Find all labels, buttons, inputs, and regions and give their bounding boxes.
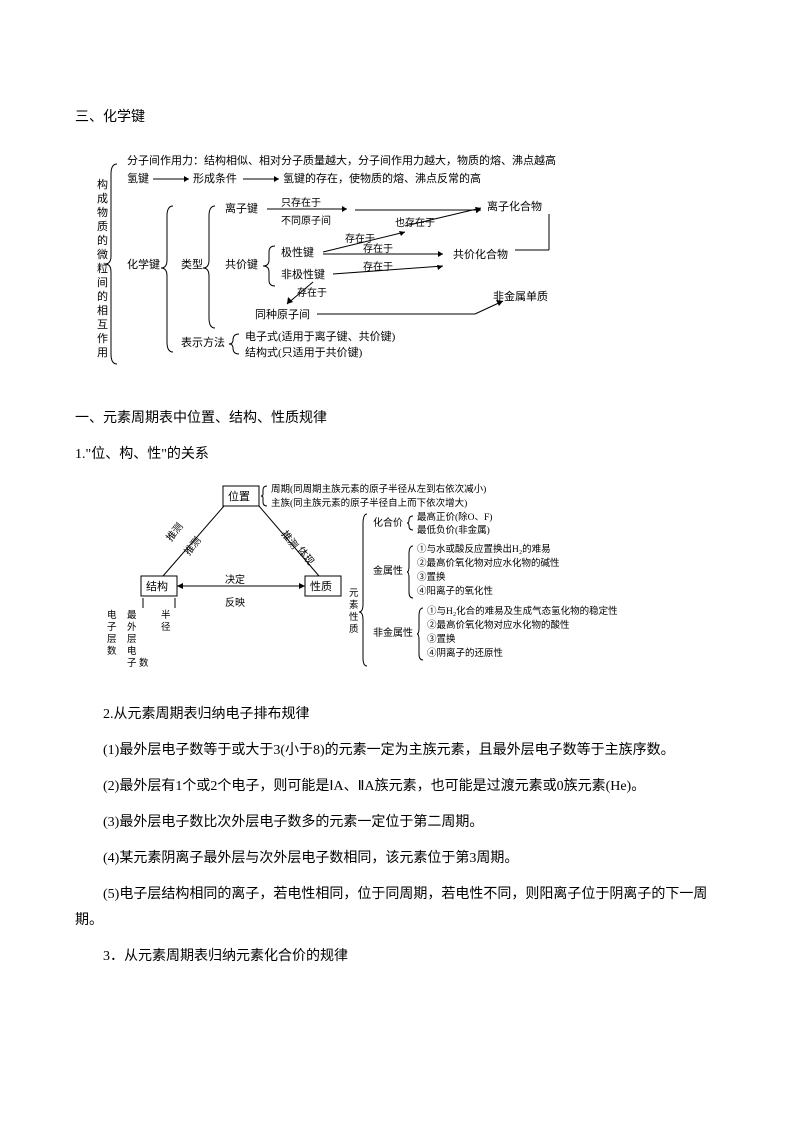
svg-text:也存在于: 也存在于 <box>395 216 435 229</box>
svg-text:②最高价氧化物对应水化物的酸性: ②最高价氧化物对应水化物的酸性 <box>427 619 570 631</box>
svg-text:分子间作用力：结构相似、相对分子质量越大，分子间作用力越大，: 分子间作用力：结构相似、相对分子质量越大，分子间作用力越大，物质的熔、沸点越高 <box>127 153 556 167</box>
svg-text:质: 质 <box>349 623 359 635</box>
svg-text:数: 数 <box>107 645 117 657</box>
svg-text:同种原子间: 同种原子间 <box>255 307 310 321</box>
svg-text:形成条件: 形成条件 <box>193 171 237 185</box>
svg-text:数: 数 <box>139 657 149 668</box>
svg-text:离子键: 离子键 <box>225 201 258 215</box>
svg-text:不同原子间: 不同原子间 <box>281 214 331 227</box>
svg-text:间: 间 <box>97 276 108 289</box>
svg-text:外: 外 <box>127 621 137 633</box>
svg-text:化合价: 化合价 <box>373 516 403 529</box>
svg-text:①与水或酸反应置换出H₂的难易: ①与水或酸反应置换出H₂的难易 <box>417 543 551 555</box>
svg-text:作: 作 <box>97 332 108 345</box>
svg-text:主族(同主族元素的原子半径自上而下依次增大): 主族(同主族元素的原子半径自上而下依次增大) <box>271 497 467 509</box>
svg-text:物: 物 <box>97 205 108 219</box>
svg-text:表示方法: 表示方法 <box>181 335 225 349</box>
svg-text:金属性: 金属性 <box>373 564 403 577</box>
svg-text:层: 层 <box>107 634 117 645</box>
svg-text:微: 微 <box>97 247 108 261</box>
section-heading-3: 三、化学键 <box>75 105 725 131</box>
svg-text:相: 相 <box>97 304 108 317</box>
svg-text:周期(同周期主族元素的原子半径从左到右依次减小): 周期(同周期主族元素的原子半径从左到右依次减小) <box>271 483 486 495</box>
svg-text:素: 素 <box>349 599 359 611</box>
svg-text:最低负价(非金属): 最低负价(非金属) <box>417 524 490 536</box>
svg-text:②最高价氧化物对应水化物的碱性: ②最高价氧化物对应水化物的碱性 <box>417 557 560 569</box>
svg-text:氢键: 氢键 <box>127 171 149 185</box>
svg-text:层: 层 <box>127 634 137 645</box>
svg-text:最高正价(除O、F): 最高正价(除O、F) <box>417 511 492 523</box>
svg-text:③置换: ③置换 <box>427 633 456 645</box>
svg-text:构: 构 <box>97 177 108 191</box>
svg-text:共价键: 共价键 <box>225 257 258 271</box>
diagram-position-structure-property: 位置 结构 性质 决定 反映 推测 推测 推测 体现 周期(同周期主族元素的原子… <box>75 478 725 678</box>
svg-text:类型: 类型 <box>181 257 203 271</box>
svg-text:用: 用 <box>97 347 108 359</box>
svg-text:电: 电 <box>107 609 117 621</box>
svg-text:成: 成 <box>97 192 108 205</box>
svg-text:存在于: 存在于 <box>297 286 327 299</box>
svg-text:性: 性 <box>349 611 359 623</box>
svg-text:子: 子 <box>127 658 137 668</box>
svg-text:④阳离子的氧化性: ④阳离子的氧化性 <box>417 585 494 597</box>
svg-text:性质: 性质 <box>310 579 332 593</box>
svg-text:的: 的 <box>97 233 108 247</box>
svg-text:电: 电 <box>127 645 137 657</box>
svg-text:质: 质 <box>97 220 108 233</box>
svg-text:只存在于: 只存在于 <box>281 196 321 209</box>
svg-text:半: 半 <box>161 609 171 621</box>
svg-text:共价化合物: 共价化合物 <box>453 247 508 261</box>
svg-text:存在于: 存在于 <box>363 242 393 255</box>
svg-text:非金属性: 非金属性 <box>373 626 413 639</box>
svg-text:体现: 体现 <box>295 544 317 567</box>
subheading-2: 2.从元素周期表归纳电子排布规律 <box>75 702 725 728</box>
svg-text:电子式(适用于离子键、共价键): 电子式(适用于离子键、共价键) <box>245 329 396 343</box>
svg-text:位置: 位置 <box>228 489 250 503</box>
para-5: (5)电子层结构相同的离子，若电性相同，位于同周期，若电性不同，则阳离子位于阴离… <box>75 882 725 934</box>
svg-text:非极性键: 非极性键 <box>281 267 325 281</box>
svg-text:极性键: 极性键 <box>281 245 314 259</box>
svg-text:①与H₂化合的难易及生成气态氢化物的稳定性: ①与H₂化合的难易及生成气态氢化物的稳定性 <box>427 605 618 617</box>
svg-text:推测: 推测 <box>163 520 186 544</box>
svg-text:的: 的 <box>97 289 108 303</box>
svg-text:推测: 推测 <box>279 527 302 551</box>
svg-text:非金属单质: 非金属单质 <box>493 289 548 303</box>
svg-text:粒: 粒 <box>97 261 108 275</box>
para-2: (2)最外层有1个或2个电子，则可能是ⅠA、ⅡA族元素，也可能是过渡元素或0族元… <box>75 774 725 800</box>
svg-text:离子化合物: 离子化合物 <box>487 199 542 213</box>
subheading-1: 1."位、构、性"的关系 <box>75 442 725 468</box>
svg-text:反映: 反映 <box>225 597 245 609</box>
para-3: (3)最外层电子数比次外层电子数多的元素一定位于第二周期。 <box>75 810 725 836</box>
svg-text:子: 子 <box>107 622 117 633</box>
subheading-3: 3．从元素周期表归纳元素化合价的规律 <box>75 944 725 970</box>
svg-text:互: 互 <box>97 319 108 331</box>
svg-text:径: 径 <box>161 621 171 633</box>
svg-text:最: 最 <box>127 610 137 621</box>
svg-text:结构: 结构 <box>146 579 168 593</box>
svg-text:④阴离子的还原性: ④阴离子的还原性 <box>427 647 504 659</box>
svg-text:氢键的存在，使物质的熔、沸点反常的高: 氢键的存在，使物质的熔、沸点反常的高 <box>283 171 481 185</box>
svg-text:元: 元 <box>349 589 359 599</box>
diagram-chemical-bond: 构 成 物 质 的 微 粒 间 的 相 互 作 用 分子间作用力：结构相似、相对… <box>75 146 725 381</box>
svg-text:结构式(只适用于共价键): 结构式(只适用于共价键) <box>245 345 363 359</box>
section-heading-1a: 一、元素周期表中位置、结构、性质规律 <box>75 406 725 432</box>
svg-text:推测: 推测 <box>181 534 204 558</box>
svg-text:化学键: 化学键 <box>127 257 160 271</box>
para-4: (4)某元素阴离子最外层与次外层电子数相同，该元素位于第3周期。 <box>75 846 725 872</box>
svg-text:决定: 决定 <box>225 573 245 586</box>
svg-text:③置换: ③置换 <box>417 571 446 583</box>
para-1: (1)最外层电子数等于或大于3(小于8)的元素一定为主族元素，且最外层电子数等于… <box>75 738 725 764</box>
